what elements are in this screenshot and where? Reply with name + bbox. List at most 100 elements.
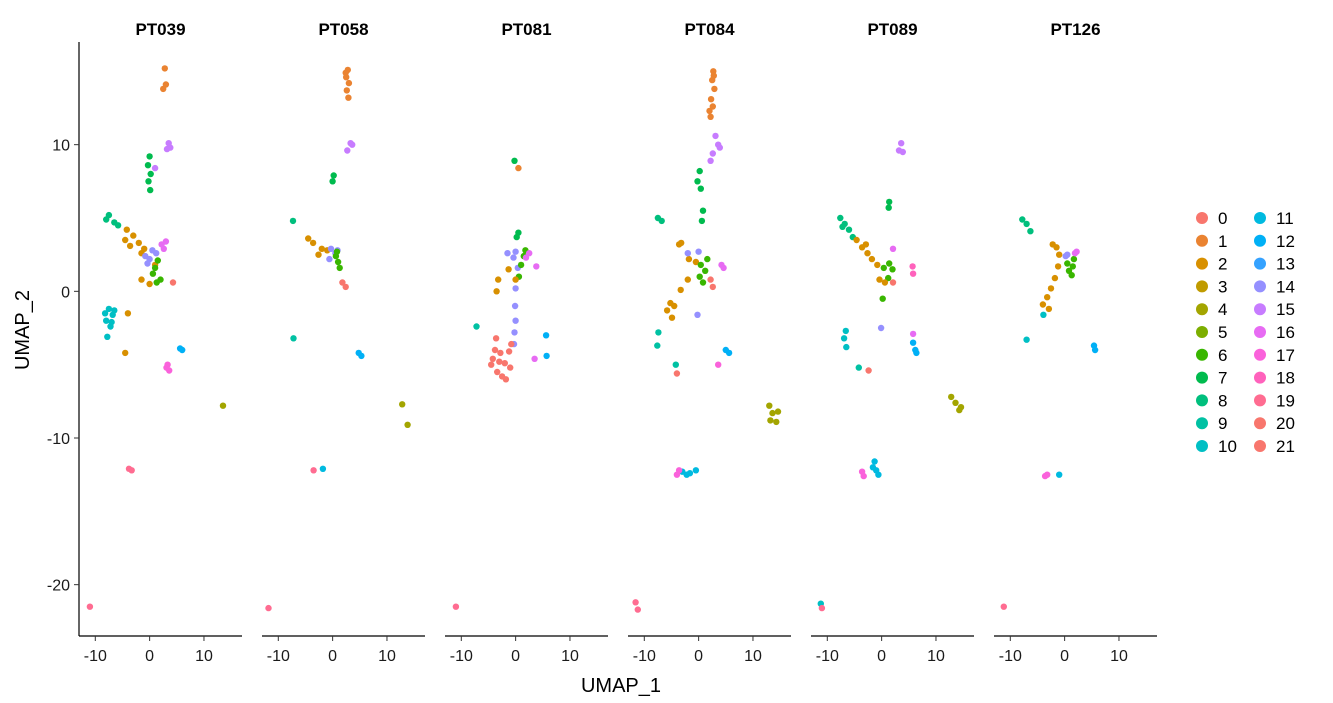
cluster-1-point [706, 107, 713, 115]
cluster-8-point [103, 216, 110, 223]
cluster-2-point [678, 239, 685, 247]
x-tick-label: 0 [694, 648, 703, 665]
x-tick-label: 10 [744, 648, 762, 665]
cluster-8-point [114, 222, 122, 229]
legend-swatch [1196, 234, 1208, 247]
legend-swatch [1254, 234, 1266, 247]
cluster-0-point [497, 349, 504, 357]
cluster-6-point [885, 274, 892, 282]
cluster-14-point [510, 254, 517, 261]
legend-label: 1 [1218, 232, 1227, 251]
cluster-6-point [879, 295, 886, 302]
cluster-2-point [864, 250, 871, 257]
x-tick-label: 10 [378, 648, 396, 665]
cluster-8-point [1027, 228, 1034, 235]
x-tick-label: 0 [328, 648, 337, 665]
cluster-6-point [696, 273, 703, 280]
cluster-9-point [672, 361, 679, 368]
x-tick-label: -10 [267, 648, 290, 665]
cluster-7-point [146, 153, 153, 160]
cluster-17-point [163, 364, 170, 371]
legend-label: 11 [1276, 209, 1294, 228]
legend-item: 12 [1254, 232, 1295, 251]
cluster-2-point [505, 266, 512, 273]
cluster-2-point [138, 276, 145, 283]
cluster-17-point [675, 467, 683, 474]
cluster-4-point [948, 393, 955, 401]
cluster-18-point [909, 263, 916, 270]
cluster-2-point [318, 245, 325, 252]
legend-label: 20 [1276, 414, 1295, 433]
cluster-7-point [147, 170, 154, 178]
x-tick-label: 10 [927, 648, 945, 665]
legend-swatch [1196, 348, 1208, 361]
cluster-12-point [913, 349, 920, 357]
cluster-2-point [1044, 294, 1051, 301]
cluster-21-point [673, 370, 681, 377]
legend-label: 19 [1276, 391, 1295, 410]
cluster-2-point [130, 232, 137, 239]
legend-label: 18 [1276, 369, 1295, 388]
cluster-14-point [327, 245, 335, 252]
legend-label: 9 [1218, 414, 1227, 433]
cluster-7-point [886, 198, 893, 206]
legend-item: 21 [1254, 437, 1295, 456]
cluster-12-point [1091, 346, 1099, 354]
cluster-14-point [153, 250, 160, 257]
cluster-12-point [358, 352, 365, 360]
cluster-11-point [875, 471, 882, 478]
legend-label: 17 [1276, 346, 1295, 365]
cluster-18-point [909, 270, 917, 277]
cluster-19-point [128, 467, 135, 474]
cluster-4-point [952, 399, 959, 406]
cluster-2-point [692, 258, 700, 266]
cluster-2-point [123, 226, 130, 233]
cluster-2-point [667, 299, 674, 307]
legend-item: 0 [1196, 209, 1227, 228]
cluster-16-point [531, 355, 538, 362]
legend-label: 8 [1218, 391, 1227, 410]
cluster-9-point [654, 342, 661, 349]
cluster-15-point [709, 150, 716, 157]
legend-swatch [1196, 326, 1208, 338]
cluster-0-point [488, 361, 495, 368]
legend-swatch [1196, 257, 1208, 270]
cluster-10-point [1040, 311, 1047, 318]
cluster-10-point [101, 310, 109, 317]
cluster-0-point [496, 358, 503, 365]
facet-title: PT084 [684, 20, 735, 39]
cluster-7-point [144, 162, 152, 169]
cluster-7-point [699, 207, 707, 214]
cluster-11-point [692, 467, 700, 474]
cluster-15-point [716, 144, 723, 151]
legend-item: 6 [1196, 346, 1227, 365]
facet-panel: PT058 -10 0 10 [262, 20, 425, 665]
cluster-4-point [219, 402, 227, 409]
legend-label: 7 [1218, 369, 1227, 388]
y-tick-label: 10 [52, 138, 70, 155]
cluster-2-point [122, 349, 129, 357]
facet-panel: PT081 -10 0 10 [445, 20, 608, 665]
x-tick-label: -10 [999, 648, 1022, 665]
cluster-8-point [1023, 220, 1030, 228]
cluster-16-point [162, 238, 170, 245]
cluster-6-point [886, 260, 893, 267]
cluster-12-point [179, 346, 186, 354]
cluster-14-point [511, 302, 519, 310]
x-tick-label: 0 [511, 648, 520, 665]
cluster-7-point [511, 157, 518, 164]
cluster-2-point [495, 276, 502, 283]
legend-item: 9 [1196, 414, 1227, 433]
cluster-14-point [146, 255, 153, 263]
cluster-6-point [1070, 255, 1078, 263]
cluster-16-point [720, 264, 727, 272]
x-tick-label: 0 [1060, 648, 1069, 665]
cluster-6-point [336, 264, 343, 272]
y-axis-label: UMAP_2 [12, 290, 34, 370]
cluster-0-point [491, 346, 499, 354]
cluster-8-point [839, 223, 846, 230]
legend-label: 14 [1276, 277, 1295, 296]
legend-item: 4 [1196, 300, 1227, 319]
y-tick-label: 0 [61, 284, 70, 301]
